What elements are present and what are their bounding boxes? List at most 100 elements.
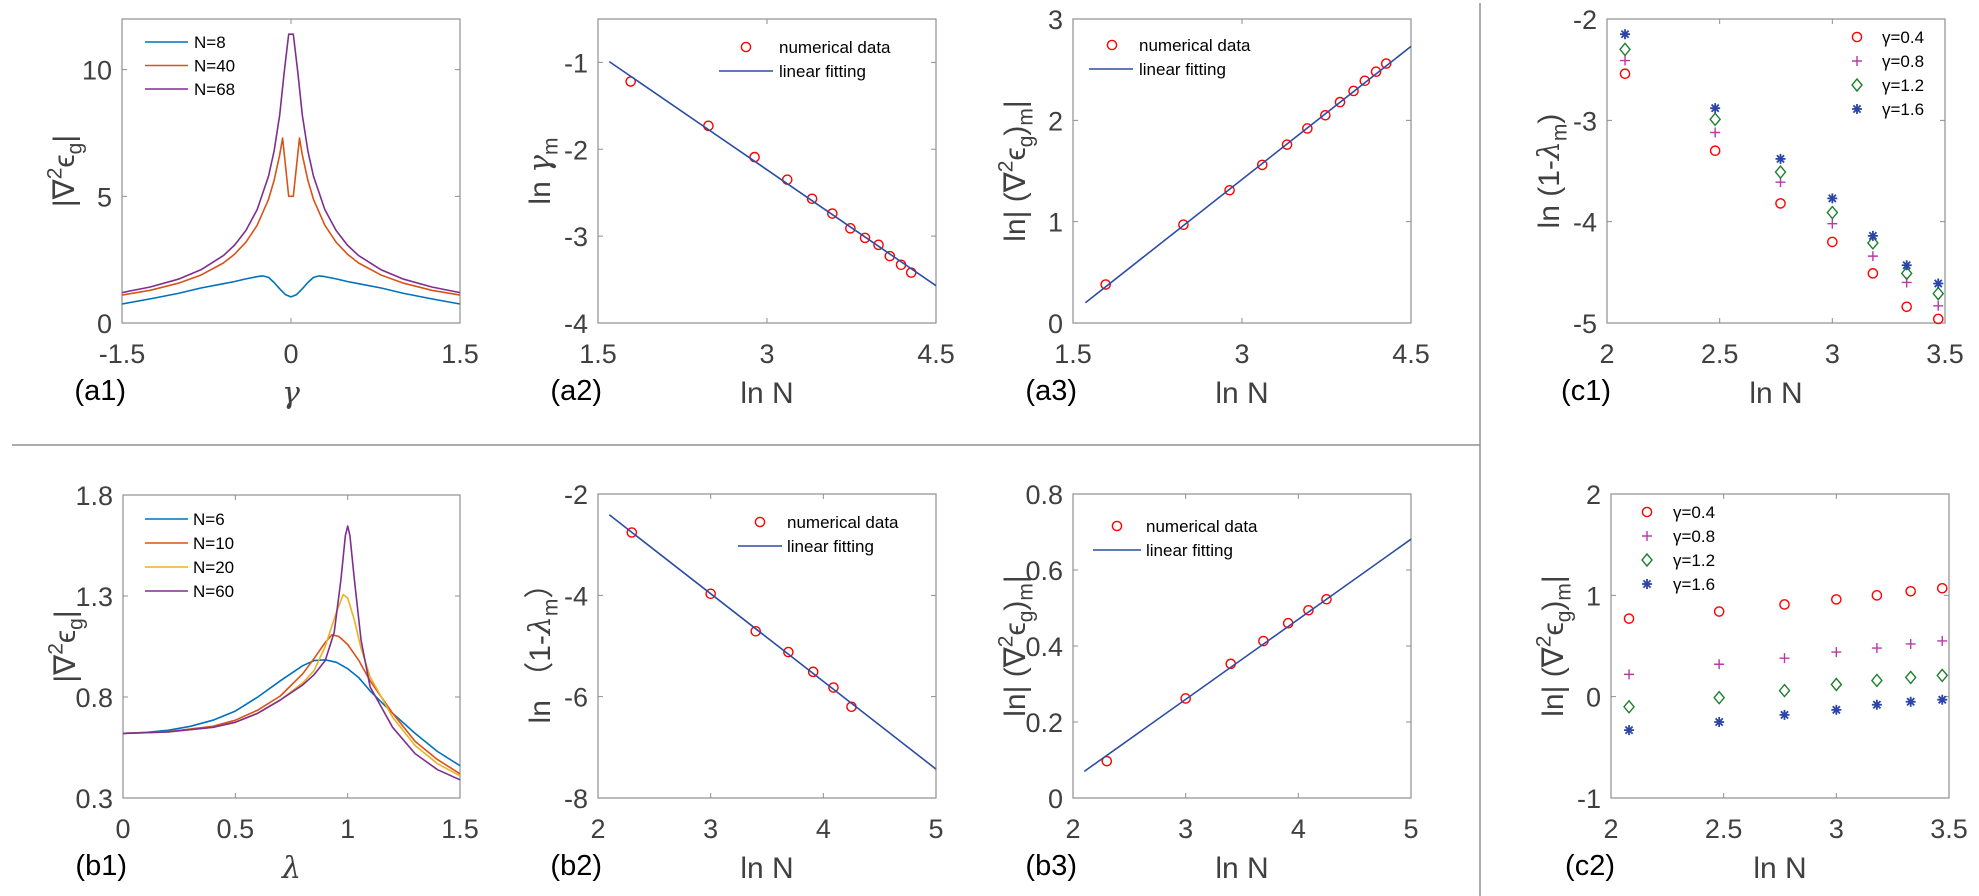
label-part: 2: [994, 636, 1017, 648]
legend-marker-diamond: [1641, 552, 1653, 568]
x-axis-label: ln N: [740, 377, 793, 410]
label-part: λ: [523, 616, 558, 636]
y-axis-label: ln γm: [523, 137, 563, 204]
legend-label: γ=0.8: [1673, 527, 1715, 546]
legend-marker-asterisk: [1852, 104, 1862, 114]
x-tick-label: 3: [703, 814, 718, 844]
data-point-circle: [1827, 236, 1838, 248]
linear-fit-line: [608, 514, 937, 770]
panel-label: (c1): [1561, 375, 1611, 407]
panel-c2: 2 2.5 3 3.5 -1 0 1 2 γ=0.4 γ=0.8 γ=1.2 γ=1.6 ln N ln|…: [1532, 480, 1967, 885]
legend-label: N=10: [193, 534, 234, 553]
legend-label: γ=1.2: [1882, 76, 1924, 95]
label-part: ln N: [740, 852, 793, 885]
y-axis-label: ln| (∇2ϵg)m|: [994, 575, 1037, 716]
y-axis-label: ln (1-λm): [1532, 114, 1572, 229]
data-point-asterisk: [1937, 694, 1948, 705]
x-axis-label: ln N: [1215, 852, 1268, 885]
series-γ=1.2: [1623, 668, 1949, 714]
data-point-diamond: [1623, 699, 1635, 714]
data-point-circle: [1713, 606, 1725, 617]
x-tick-label: 4: [816, 814, 831, 844]
y-tick-label: 0.6: [1025, 556, 1063, 586]
x-tick-label: 1.5: [1054, 339, 1092, 369]
data-point-plus: [1779, 653, 1790, 664]
data-point-plus: [1937, 635, 1948, 646]
data-point-plus: [1905, 638, 1916, 649]
series-γ=0.4: [1623, 582, 1948, 624]
data-point-asterisk: [1775, 153, 1786, 164]
x-tick-label: 4.5: [1392, 339, 1430, 369]
series-line-N=8: [121, 275, 461, 305]
legend-label: N=68: [194, 80, 235, 99]
legend-label: numerical data: [1139, 36, 1251, 55]
data-point-circle: [1224, 184, 1235, 196]
x-tick-label: 3: [1178, 814, 1193, 844]
legend-label: linear fitting: [787, 537, 874, 556]
x-axis-label: ln N: [1753, 852, 1806, 885]
label-part: g: [1015, 611, 1038, 623]
y-axis-label: ln| (∇2ϵg)m|: [994, 100, 1037, 241]
data-point-diamond: [1619, 42, 1631, 57]
legend-marker-circle: [740, 41, 752, 53]
label-part: m: [1553, 583, 1576, 601]
y-tick-label: 0: [1048, 784, 1063, 814]
panel-b2: 2 3 4 5 -8 -6 -4 -2 numerical data linear fitting…: [523, 480, 944, 885]
data-point-circle: [1936, 582, 1948, 594]
y-tick-label: 1.8: [75, 481, 113, 511]
series-numerical data: [625, 76, 917, 278]
data-point-circle: [1932, 313, 1944, 325]
x-tick-label: 1: [340, 814, 355, 844]
axes-box: [1610, 493, 1950, 799]
x-tick-label: 5: [1403, 814, 1418, 844]
label-part: 2: [1532, 636, 1555, 648]
legend-label: γ=1.6: [1882, 100, 1924, 119]
data-point-circle: [1359, 75, 1371, 87]
data-point-asterisk: [1933, 278, 1944, 289]
legend-label: N=20: [193, 558, 234, 577]
data-point-circle: [1709, 145, 1721, 157]
label-part: 2: [43, 168, 66, 180]
axes-box: [597, 493, 937, 799]
label-part: ln (1-: [1533, 160, 1566, 228]
label-part: g: [1553, 611, 1576, 623]
y-tick-label: 5: [97, 182, 112, 212]
data-point-asterisk: [1831, 704, 1842, 715]
data-point-asterisk: [1871, 699, 1882, 710]
y-tick-label: 1.3: [75, 582, 113, 612]
label-part: ln| (∇: [1537, 646, 1570, 716]
data-point-asterisk: [1714, 717, 1725, 727]
y-tick-label: -1: [1577, 784, 1601, 814]
label-part: |∇: [48, 178, 81, 207]
label-part: g: [65, 618, 88, 630]
data-point-diamond: [1900, 266, 1913, 281]
series-γ=0.8: [1624, 635, 1948, 680]
data-point-circle: [1178, 219, 1189, 231]
panel-label: (a1): [74, 375, 126, 407]
label-part: ln: [524, 173, 557, 205]
label-part: g: [64, 143, 87, 155]
y-tick-label: -2: [1573, 5, 1597, 35]
axes-box: [122, 494, 461, 799]
data-point-circle: [1867, 268, 1879, 279]
data-point-circle: [1302, 123, 1313, 134]
data-point-circle: [807, 666, 819, 678]
x-tick-label: 3: [759, 339, 774, 369]
label-part: m: [540, 137, 563, 155]
legend-label: γ=0.4: [1673, 503, 1715, 522]
x-axis-label: λ: [281, 851, 301, 886]
data-point-circle: [884, 250, 896, 262]
y-tick-label: -4: [564, 581, 588, 611]
label-part: ln （1-: [524, 635, 557, 723]
data-point-diamond: [1826, 205, 1839, 220]
x-tick-label: 0.5: [217, 814, 255, 844]
x-tick-label: 3: [1825, 339, 1840, 369]
label-part: ln N: [1215, 377, 1268, 410]
label-part: m: [1549, 124, 1572, 142]
data-point-plus: [1867, 251, 1878, 262]
data-point-circle: [1100, 279, 1111, 290]
data-point-diamond: [1936, 668, 1949, 683]
